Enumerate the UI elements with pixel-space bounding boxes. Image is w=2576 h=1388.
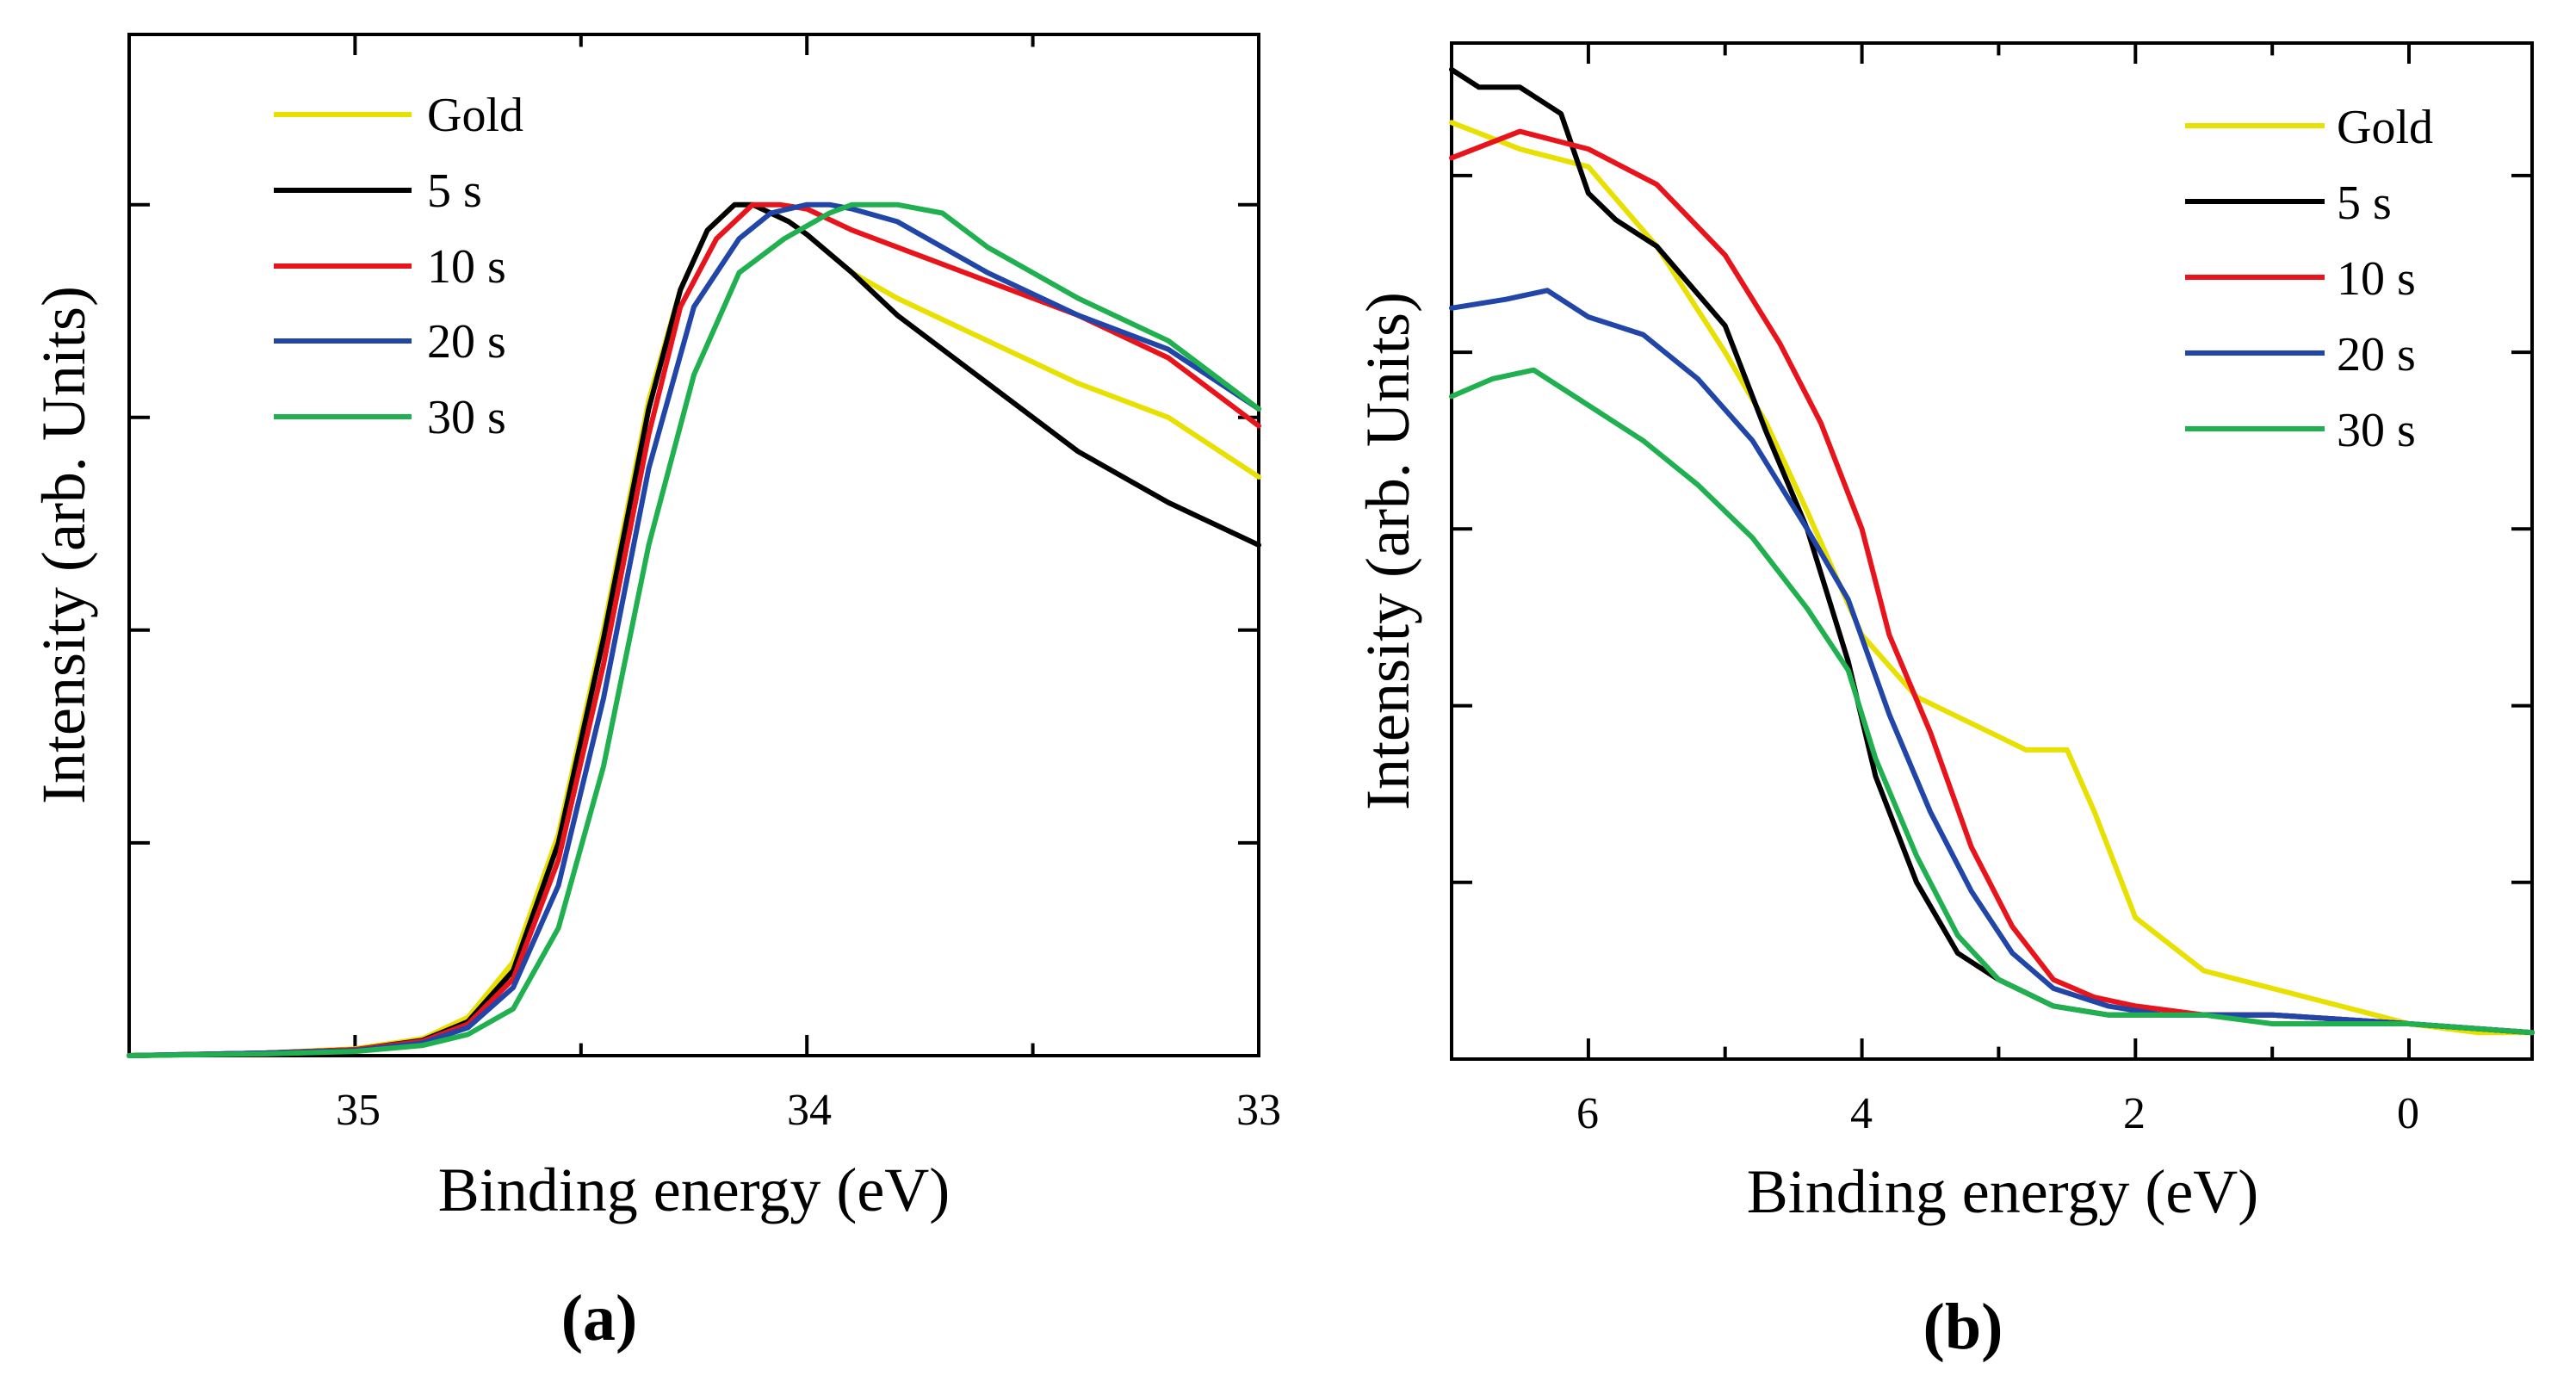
- plot-frame: [1450, 41, 2534, 1061]
- panel-label: (a): [561, 1282, 638, 1354]
- legend: Gold 5 s 10 s 20 s 30 s: [2185, 101, 2433, 457]
- legend-entry: 20 s: [274, 315, 506, 369]
- series-line-20-s: [1449, 288, 2535, 1036]
- legend-entry: 20 s: [2185, 328, 2416, 381]
- legend-entry: Gold: [2185, 101, 2433, 154]
- x-axis-title: Binding energy (eV): [1747, 1157, 2259, 1226]
- series-line-30-s: [127, 201, 1261, 1058]
- legend-entry: 30 s: [2185, 404, 2416, 457]
- data-lines: [127, 201, 1261, 1058]
- legend-label: Gold: [2337, 101, 2433, 154]
- legend: Gold 5 s 10 s 20 s 30 s: [274, 89, 523, 444]
- series-line-gold: [1449, 120, 2535, 1036]
- legend-entry: 5 s: [274, 164, 482, 218]
- x-ticks: [1450, 43, 2411, 1059]
- chart-panel-a: 35 34 33 Binding energy (eV) Intensity (…: [29, 33, 1281, 1354]
- legend-label: 10 s: [2337, 252, 2416, 306]
- legend-label: 30 s: [2337, 404, 2416, 457]
- legend-entry: 10 s: [274, 240, 506, 294]
- panel-label: (b): [1923, 1291, 2003, 1363]
- legend-label: 5 s: [2337, 177, 2392, 230]
- x-axis-title: Binding energy (eV): [438, 1156, 951, 1224]
- x-tick-label: 0: [2397, 1089, 2419, 1138]
- x-ticks: [127, 34, 1260, 1056]
- y-ticks: [1452, 173, 2532, 884]
- y-axis-title: Intensity (arb. Units): [29, 286, 98, 804]
- x-tick-label: 35: [336, 1086, 381, 1135]
- x-tick-label: 2: [2123, 1089, 2146, 1138]
- y-ticks: [129, 202, 1259, 845]
- legend-label: Gold: [427, 89, 523, 142]
- legend-label: 10 s: [427, 240, 506, 294]
- series-line-20-s: [127, 201, 1261, 1058]
- x-tick-label: 33: [1236, 1086, 1281, 1135]
- plot-frame: [127, 33, 1260, 1057]
- legend-entry: 10 s: [2185, 252, 2416, 306]
- legend-label: 30 s: [427, 391, 506, 444]
- legend-label: 20 s: [2337, 328, 2416, 381]
- x-tick-label: 34: [787, 1086, 832, 1135]
- x-tick-label: 4: [1850, 1089, 1873, 1138]
- legend-entry: 30 s: [274, 391, 506, 444]
- legend-label: 5 s: [427, 164, 482, 218]
- x-tick-label: 6: [1576, 1089, 1599, 1138]
- data-lines: [1449, 66, 2535, 1036]
- series-line-30-s: [1449, 367, 2535, 1036]
- legend-entry: 5 s: [2185, 177, 2392, 230]
- series-line-10-s: [127, 201, 1261, 1058]
- series-line-gold: [127, 201, 1261, 1058]
- chart-panel-b: 6 4 2 0 Binding energy (eV) Intensity (a…: [1353, 41, 2535, 1363]
- legend-label: 20 s: [427, 315, 506, 369]
- legend-entry: Gold: [274, 89, 523, 142]
- y-axis-title: Intensity (arb. Units): [1353, 292, 1422, 810]
- series-line-5-s: [127, 201, 1261, 1058]
